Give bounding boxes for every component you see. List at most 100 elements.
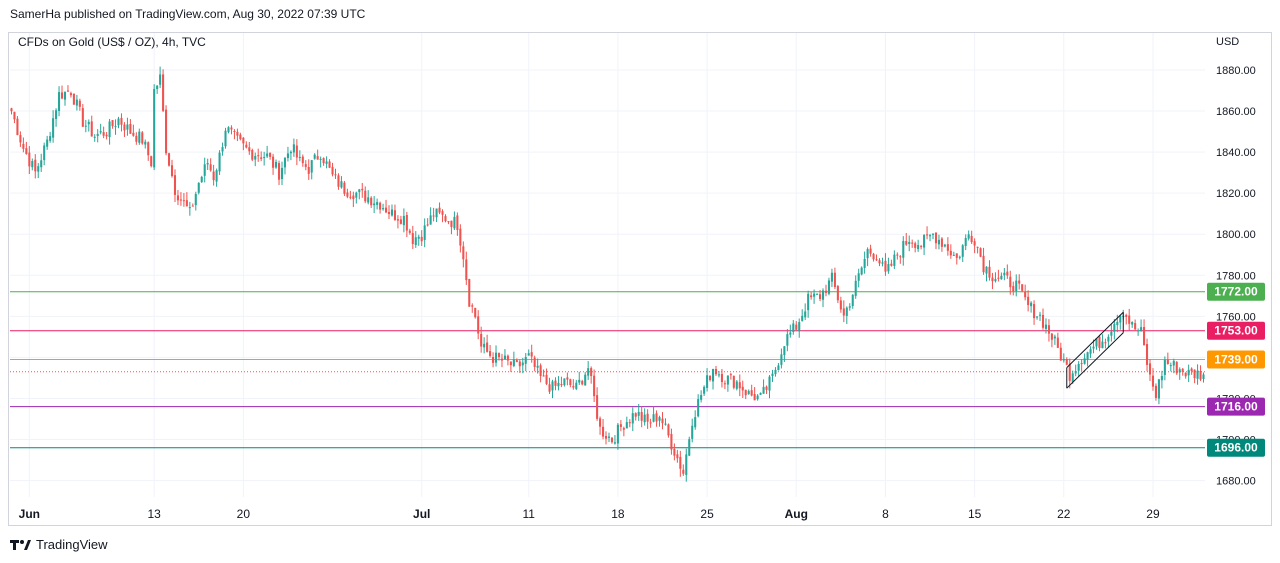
candle-body	[147, 142, 150, 156]
candle-body	[1065, 359, 1068, 365]
candle-body	[1190, 368, 1193, 372]
candle-body	[46, 139, 49, 147]
candle-body	[670, 433, 673, 450]
time-axis[interactable]: Jun 13 20 Jul 11 18 25 Aug 8 15 22 29	[19, 507, 1160, 521]
tradingview-logo-icon	[10, 539, 32, 551]
candle-body	[245, 144, 248, 148]
level-price-tag	[1207, 438, 1265, 457]
candle-body	[114, 126, 117, 128]
candle-body	[325, 161, 328, 164]
candle-body	[19, 135, 22, 143]
candle-body	[997, 277, 1000, 279]
candle-body	[352, 195, 355, 199]
candle-body	[49, 136, 52, 141]
candle-body	[584, 374, 587, 386]
candle-body	[1169, 365, 1172, 367]
candle-body	[165, 109, 168, 154]
candle-body	[893, 254, 896, 266]
candle-body	[1077, 364, 1080, 371]
candle-body	[694, 417, 697, 428]
candle-body	[301, 156, 304, 164]
candle-body	[607, 436, 611, 438]
candle-body	[679, 456, 682, 469]
candle-body	[1202, 374, 1205, 380]
candle-body	[1104, 342, 1107, 344]
candle-body	[827, 280, 831, 294]
candle-body	[646, 413, 649, 422]
candle-body	[622, 428, 625, 430]
chart-frame[interactable]	[8, 32, 1272, 526]
candle-body	[453, 216, 456, 229]
candle-body	[108, 121, 111, 138]
candle-body	[911, 242, 914, 244]
candle-body	[156, 85, 159, 89]
tradingview-brand: TradingView	[36, 537, 108, 552]
candle-body	[920, 246, 923, 248]
candle-body	[884, 260, 887, 272]
candle-body	[99, 131, 102, 133]
candle-body	[307, 166, 310, 174]
candle-body	[447, 221, 450, 223]
candle-body	[1125, 315, 1128, 317]
candle-body	[1140, 327, 1143, 331]
candle-body	[952, 254, 955, 256]
candle-body	[417, 236, 420, 239]
x-tick-label: 18	[611, 507, 625, 521]
candle-body	[851, 294, 854, 306]
candle-body	[878, 260, 881, 264]
footer-branding[interactable]: TradingView	[10, 537, 108, 552]
candle-body	[194, 194, 197, 206]
candle-body	[1053, 336, 1056, 339]
candle-body	[173, 175, 177, 195]
candle-body	[735, 381, 738, 389]
candle-body	[132, 132, 135, 136]
candle-body	[652, 414, 655, 422]
candle-body	[1030, 302, 1033, 307]
candle-body	[616, 424, 619, 444]
horizontal-levels	[10, 291, 1205, 449]
candle-body	[747, 391, 750, 395]
candle-body	[1119, 315, 1122, 323]
candle-body	[599, 418, 602, 427]
chart-title: CFDs on Gold (US$ / OZ), 4h, TVC	[18, 35, 206, 49]
channel-drawing[interactable]	[1066, 311, 1124, 389]
candle-body	[634, 413, 637, 417]
candle-body	[1006, 271, 1009, 276]
candle-body	[40, 160, 43, 168]
level-price-tag	[1207, 397, 1265, 416]
candle-body	[248, 147, 251, 152]
candle-body	[685, 454, 688, 475]
candle-body	[1187, 369, 1190, 376]
channel-lower-line	[1066, 332, 1124, 389]
candle-body	[640, 412, 643, 421]
candle-body	[887, 264, 890, 272]
candle-body	[1148, 363, 1152, 375]
candle-body	[545, 374, 548, 384]
candle-body	[961, 245, 964, 257]
candle-body	[688, 439, 691, 456]
candle-body	[1003, 272, 1006, 276]
candle-body	[1056, 337, 1059, 348]
candle-body	[1199, 370, 1202, 380]
candle-body	[361, 188, 364, 191]
candle-body	[839, 300, 842, 310]
candle-body	[964, 238, 967, 246]
candle-body	[664, 423, 667, 425]
candle-body	[509, 361, 512, 366]
candle-body	[937, 239, 940, 245]
candle-body	[260, 157, 263, 159]
candle-body	[129, 123, 132, 134]
candle-body	[729, 374, 732, 376]
price-axis[interactable]: 1680.001700.001720.001740.001760.001780.…	[1207, 65, 1265, 488]
candle-body	[269, 152, 272, 157]
candle-body	[934, 232, 938, 244]
candle-body	[848, 306, 851, 308]
candle-body	[84, 125, 87, 127]
candle-body	[432, 215, 435, 217]
candle-body	[387, 212, 391, 215]
candle-body	[450, 220, 453, 227]
candle-body	[578, 379, 581, 383]
candle-body	[141, 132, 144, 144]
candle-body	[830, 272, 833, 282]
